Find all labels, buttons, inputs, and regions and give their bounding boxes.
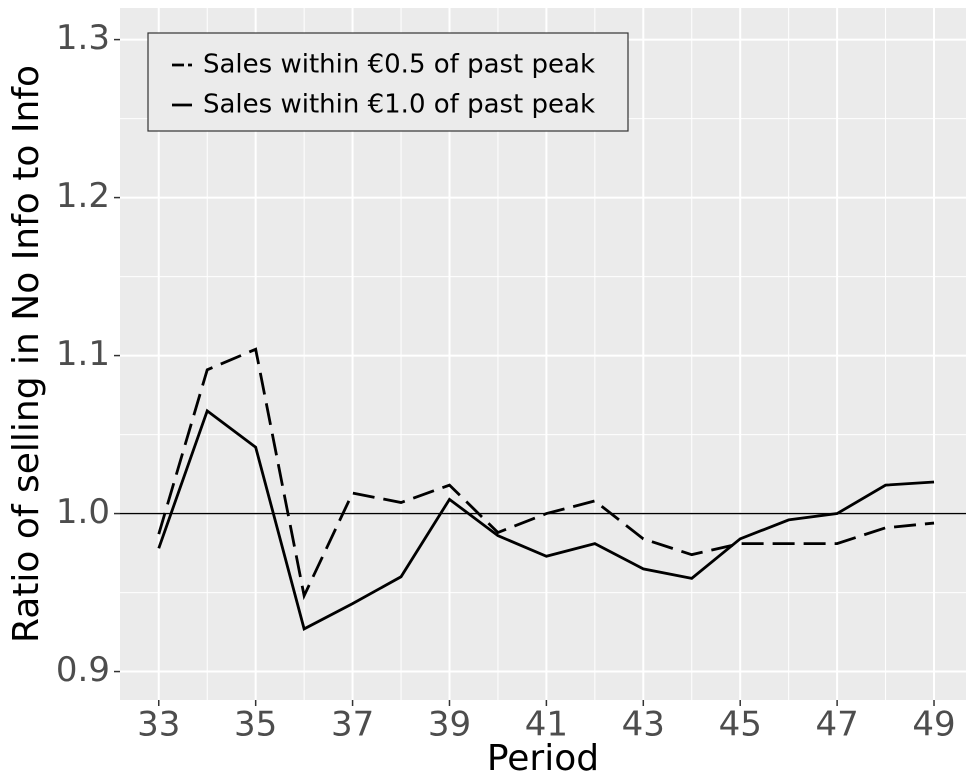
y-tick-label: 1.2 — [56, 176, 110, 216]
legend-box — [147, 32, 629, 132]
lines — [120, 347, 966, 631]
x-tick-label: 37 — [331, 705, 374, 745]
legend-label: Sales within €1.0 of past peak — [203, 90, 595, 120]
x-axis-label: Period — [487, 738, 599, 777]
x-tick-label: 49 — [912, 705, 955, 745]
legend-label: Sales within €0.5 of past peak — [203, 50, 595, 80]
x-tick-label: 43 — [622, 705, 665, 745]
x-tick-label: 45 — [719, 705, 762, 745]
x-tick-label: 33 — [137, 705, 180, 745]
y-tick-label: 1.3 — [56, 18, 110, 58]
legend: Sales within €0.5 of past peak Sales with… — [147, 32, 629, 132]
x-tick-label: 47 — [815, 705, 858, 745]
x-tick-label: 41 — [525, 705, 568, 745]
y-tick-label: 1.0 — [56, 492, 110, 532]
y-tick-label: 1.1 — [56, 334, 110, 374]
y-axis-label: Ratio of selling in No Info to Info — [6, 65, 47, 643]
y-tick-label: 0.9 — [56, 650, 110, 690]
x-tick-label: 35 — [234, 705, 277, 745]
series-line — [157, 408, 935, 631]
series-line — [157, 347, 935, 601]
x-tick-label: 39 — [428, 705, 471, 745]
